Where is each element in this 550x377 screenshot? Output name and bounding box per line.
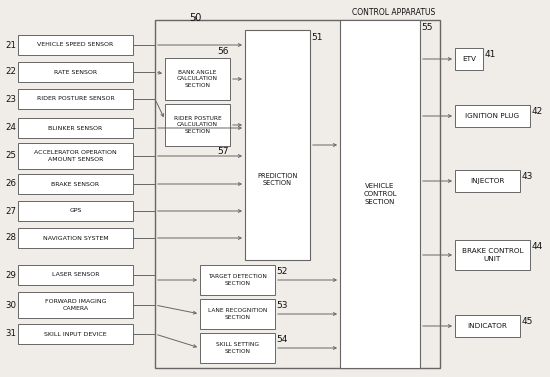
Text: 22: 22 [5,67,16,77]
Text: 55: 55 [421,23,432,32]
Text: PREDICTION
SECTION: PREDICTION SECTION [257,173,298,186]
Text: 23: 23 [5,95,16,104]
Text: ACCELERATOR OPERATION
AMOUNT SENSOR: ACCELERATOR OPERATION AMOUNT SENSOR [34,150,117,162]
Text: BRAKE CONTROL
UNIT: BRAKE CONTROL UNIT [462,248,523,262]
Text: 25: 25 [5,152,16,161]
Text: 26: 26 [5,179,16,188]
Bar [200,333,275,363]
Bar [18,174,133,194]
Bar [455,315,520,337]
Bar [18,89,133,109]
Text: 53: 53 [276,301,288,310]
Bar [18,324,133,344]
Text: ETV: ETV [462,56,476,62]
Text: VEHICLE SPEED SENSOR: VEHICLE SPEED SENSOR [37,43,114,48]
Text: 31: 31 [5,329,16,339]
Text: BLINKER SENSOR: BLINKER SENSOR [48,126,103,130]
Bar [340,20,420,368]
Text: SKILL SETTING
SECTION: SKILL SETTING SECTION [216,342,259,354]
Text: 51: 51 [311,33,322,42]
Text: 56: 56 [217,47,229,56]
Bar [245,30,310,260]
Bar [200,299,275,329]
Bar [165,104,230,146]
Text: SKILL INPUT DEVICE: SKILL INPUT DEVICE [44,331,107,337]
Text: 57: 57 [217,147,229,156]
Text: NAVIGATION SYSTEM: NAVIGATION SYSTEM [43,236,108,241]
Bar [18,265,133,285]
Text: RIDER POSTURE SENSOR: RIDER POSTURE SENSOR [37,97,114,101]
Bar [155,20,440,368]
Text: 30: 30 [5,300,16,310]
Bar [18,62,133,82]
Text: 21: 21 [5,40,16,49]
Text: CONTROL APPARATUS: CONTROL APPARATUS [352,8,435,17]
Bar [18,228,133,248]
Text: 28: 28 [5,233,16,242]
Text: INJECTOR: INJECTOR [470,178,505,184]
Text: INDICATOR: INDICATOR [468,323,508,329]
Bar [165,58,230,100]
Text: BANK ANGLE
CALCULATION
SECTION: BANK ANGLE CALCULATION SECTION [177,70,218,88]
Text: TARGET DETECTION
SECTION: TARGET DETECTION SECTION [208,274,267,286]
Bar [18,292,133,318]
Bar [455,48,483,70]
Text: 44: 44 [532,242,543,251]
Text: 27: 27 [5,207,16,216]
Text: LASER SENSOR: LASER SENSOR [52,273,99,277]
Text: 45: 45 [522,317,533,326]
Text: 29: 29 [5,271,16,279]
Text: 41: 41 [485,50,496,59]
Bar [455,240,530,270]
Bar [18,118,133,138]
Bar [18,143,133,169]
Text: RIDER POSTURE
CALCULATION
SECTION: RIDER POSTURE CALCULATION SECTION [174,116,221,134]
Text: FORWARD IMAGING
CAMERA: FORWARD IMAGING CAMERA [45,299,106,311]
Bar [455,170,520,192]
Bar [455,105,530,127]
Text: 43: 43 [522,172,533,181]
Text: 54: 54 [276,335,287,344]
Text: GPS: GPS [69,208,82,213]
Text: 24: 24 [5,124,16,132]
Text: 52: 52 [276,267,287,276]
Bar [200,265,275,295]
Text: 42: 42 [532,107,543,116]
Text: IGNITION PLUG: IGNITION PLUG [465,113,520,119]
Bar [18,201,133,221]
Text: LANE RECOGNITION
SECTION: LANE RECOGNITION SECTION [208,308,267,320]
Text: 50: 50 [189,13,201,23]
Text: BRAKE SENSOR: BRAKE SENSOR [52,181,100,187]
Bar [18,35,133,55]
Text: RATE SENSOR: RATE SENSOR [54,69,97,75]
Text: VEHICLE
CONTROL
SECTION: VEHICLE CONTROL SECTION [363,184,397,204]
